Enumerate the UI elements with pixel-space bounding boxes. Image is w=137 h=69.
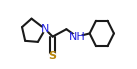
Ellipse shape — [49, 52, 57, 59]
Text: NH: NH — [69, 32, 85, 42]
Text: S: S — [49, 51, 57, 61]
Ellipse shape — [71, 33, 83, 40]
Text: N: N — [41, 24, 49, 34]
Ellipse shape — [41, 26, 49, 33]
